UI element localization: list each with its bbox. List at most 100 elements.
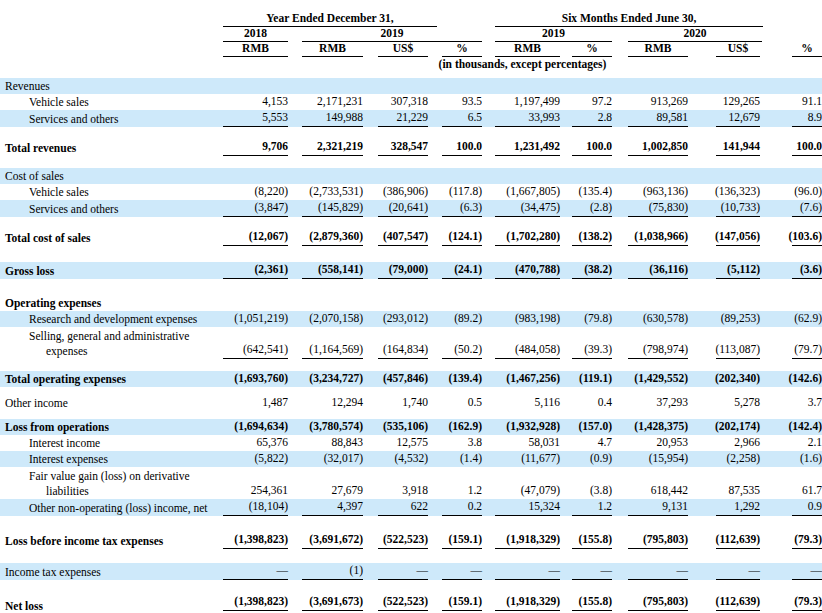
col-header-rmb: RMB xyxy=(302,42,363,57)
row-label: Total operating expenses xyxy=(0,371,223,387)
row-label: Loss before income tax expenses xyxy=(0,532,223,549)
cell-value: 5,553 xyxy=(223,110,288,127)
cell-value: 88,843 xyxy=(288,435,363,451)
cell-value: 149,988 xyxy=(288,110,363,127)
cell-value: (11,677) xyxy=(482,451,560,467)
cell-value: 0.9 xyxy=(760,499,822,516)
table-body: RevenuesVehicle sales4,1532,171,231307,3… xyxy=(0,78,822,613)
cell-value: 20,953 xyxy=(612,435,688,451)
row-label: Vehicle sales xyxy=(0,184,223,200)
cell-value: (1,051,219) xyxy=(223,311,288,327)
cell-value: (3,234,727) xyxy=(288,371,363,387)
row-label: Other non-operating (loss) income, net xyxy=(0,499,223,516)
cell-value: (1,467,256) xyxy=(482,371,560,387)
cell-value xyxy=(428,78,482,94)
cell-value: 9,706 xyxy=(223,139,288,156)
cell-value xyxy=(760,168,822,184)
cell-value: (34,475) xyxy=(482,200,560,217)
cell-value: 9,131 xyxy=(612,499,688,516)
cell-value: 307,318 xyxy=(363,94,428,110)
cell-value: 87,535 xyxy=(688,467,760,499)
cell-value: 61.7 xyxy=(760,467,822,499)
cell-value xyxy=(760,78,822,94)
cell-value: (89.2) xyxy=(428,311,482,327)
row-label: Other income xyxy=(0,395,223,411)
cell-value: 100.0 xyxy=(560,139,612,156)
cell-value: — xyxy=(760,563,822,580)
cell-value: 3.7 xyxy=(760,395,822,411)
table-row: Services and others(3,847)(145,829)(20,6… xyxy=(0,200,822,217)
cell-value: (522,523) xyxy=(363,594,428,613)
spacer-row xyxy=(0,279,822,295)
row-label: Operating expenses xyxy=(0,295,223,311)
section-header-row: Cost of sales xyxy=(0,168,822,184)
table-row: Other non-operating (loss) income, net(1… xyxy=(0,499,822,516)
cell-value: (36,116) xyxy=(612,262,688,279)
cell-value: (535,106) xyxy=(363,419,428,435)
row-label: Cost of sales xyxy=(0,168,223,184)
cell-value: (142.6) xyxy=(760,371,822,387)
cell-value: (1,429,552) xyxy=(612,371,688,387)
cell-value: 1,740 xyxy=(363,395,428,411)
table-row: Research and development expenses(1,051,… xyxy=(0,311,822,327)
cell-value: (18,104) xyxy=(223,499,288,516)
row-label: Total cost of sales xyxy=(0,229,223,246)
cell-value: (202,174) xyxy=(688,419,760,435)
period-group-six-months: Six Months Ended June 30, xyxy=(495,12,763,27)
cell-value xyxy=(223,78,288,94)
cell-value: 3.8 xyxy=(428,435,482,451)
cell-value: (24.1) xyxy=(428,262,482,279)
section-header-row: Revenues xyxy=(0,78,822,94)
cell-value xyxy=(612,168,688,184)
cell-value: (795,803) xyxy=(612,594,688,613)
row-label: Total revenues xyxy=(0,139,223,156)
cell-value: (1,693,760) xyxy=(223,371,288,387)
cell-value: 328,547 xyxy=(363,139,428,156)
table-row: Total revenues9,7062,321,219328,547100.0… xyxy=(0,139,822,156)
cell-value: 3,918 xyxy=(363,467,428,499)
cell-value xyxy=(482,78,560,94)
cell-value: (1,702,280) xyxy=(482,229,560,246)
table-row: Income tax expenses—(1)——————— xyxy=(0,563,822,580)
cell-value: (3,780,574) xyxy=(288,419,363,435)
table-row: Loss from operations(1,694,634)(3,780,57… xyxy=(0,419,822,435)
cell-value: (113,087) xyxy=(688,327,760,359)
spacer-cell xyxy=(0,359,822,371)
col-header-usd: US$ xyxy=(378,42,428,57)
row-label: Net loss xyxy=(0,594,223,613)
row-label: Loss from operations xyxy=(0,419,223,435)
cell-value: 4,153 xyxy=(223,94,288,110)
cell-value: (457,846) xyxy=(363,371,428,387)
cell-value xyxy=(688,168,760,184)
col-header-pct: % xyxy=(792,42,822,57)
cell-value: (155.8) xyxy=(560,594,612,613)
cell-value: 254,361 xyxy=(223,467,288,499)
spacer-cell xyxy=(0,246,822,262)
cell-value: 37,293 xyxy=(612,395,688,411)
table-row: Interest expenses(5,822)(32,017)(4,532)(… xyxy=(0,451,822,467)
cell-value: (798,974) xyxy=(612,327,688,359)
cell-value: (39.3) xyxy=(560,327,612,359)
spacer-row xyxy=(0,156,822,168)
table-row: Fair value gain (loss) on derivativeliab… xyxy=(0,467,822,499)
cell-value xyxy=(482,295,560,311)
cell-value xyxy=(688,295,760,311)
cell-value: (15,954) xyxy=(612,451,688,467)
cell-value: 97.2 xyxy=(560,94,612,110)
cell-value: (7.6) xyxy=(760,200,822,217)
cell-value: 89,581 xyxy=(612,110,688,127)
table-row: Net loss(1,398,823)(3,691,673)(522,523)(… xyxy=(0,594,822,613)
spacer-row xyxy=(0,516,822,532)
spacer-cell xyxy=(0,387,822,395)
cell-value xyxy=(223,295,288,311)
cell-value: (3,691,673) xyxy=(288,594,363,613)
cell-value: 1.2 xyxy=(428,467,482,499)
cell-value: — xyxy=(612,563,688,580)
cell-value: (20,641) xyxy=(363,200,428,217)
financial-table: RevenuesVehicle sales4,1532,171,231307,3… xyxy=(0,78,822,613)
cell-value: (136,323) xyxy=(688,184,760,200)
units-note: (in thousands, except percentages) xyxy=(223,58,822,72)
cell-value: 622 xyxy=(363,499,428,516)
cell-value: (1,918,329) xyxy=(482,594,560,613)
year-2019-six-months: 2019 xyxy=(495,27,612,42)
